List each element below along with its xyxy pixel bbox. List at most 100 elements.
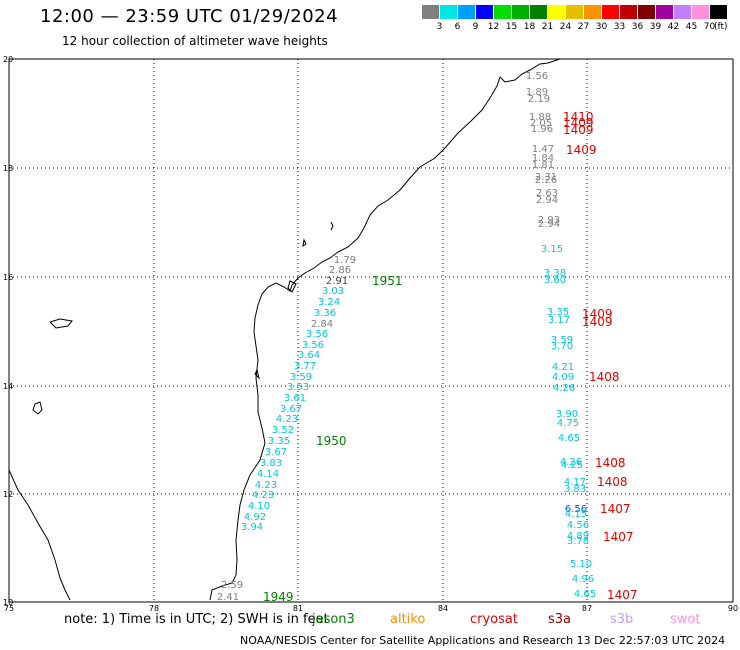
legend-swatch	[584, 5, 601, 19]
wave-height-value: 2.94	[538, 219, 560, 230]
wave-height-value: 3.90	[556, 409, 578, 420]
wave-height-value: 4.15	[565, 509, 587, 520]
legend-label: 12	[487, 22, 500, 32]
axis-tick-labels: 75 78 81 84 87 90 20 18 16 14 12 10	[3, 55, 738, 613]
chart-title: 12:00 — 23:59 UTC 01/29/2024	[40, 6, 339, 27]
wave-height-value: 1.81	[532, 160, 554, 171]
legend-swatch	[512, 5, 529, 19]
legend-swatch	[422, 5, 439, 19]
pass-time-label: 1950	[316, 434, 347, 448]
island	[287, 280, 297, 293]
legend-label: 15	[505, 22, 518, 32]
wave-height-value: 3.64	[298, 350, 320, 361]
wave-height-value: 3.56	[306, 329, 328, 340]
island	[302, 238, 307, 248]
wave-height-value: 3.83	[260, 458, 282, 469]
wave-height-value: 3.78	[567, 536, 589, 547]
wave-height-value: 4.26	[553, 383, 575, 394]
island	[49, 318, 73, 329]
wave-height-value: 4.25	[561, 460, 583, 471]
wave-height-value: 4.92	[244, 512, 266, 523]
pass-time-label: 1409	[563, 123, 594, 137]
wave-height-value: 3.59	[551, 335, 573, 346]
x-tick-label: 81	[293, 604, 303, 613]
wave-height-value: 2.86	[329, 265, 351, 276]
wave-height-value: 4.26	[560, 457, 582, 468]
legend-swatch	[638, 5, 655, 19]
credit-line: NOAA/NESDIS Center for Satellite Applica…	[240, 634, 726, 647]
altimeter-track-1407: 1.56 1.892.19 1.882.051.96 1.471.841.812.31…	[526, 71, 638, 602]
legend-label: 21	[541, 22, 554, 32]
satellite-legend-item: swot	[670, 612, 701, 627]
wave-height-value: 3.56	[302, 340, 324, 351]
wave-height-value: 2.31	[535, 172, 557, 183]
pass-time-label: 1407	[603, 530, 634, 544]
legend-label: 18	[523, 22, 536, 32]
legend-label: 24	[559, 22, 572, 32]
pass-time-label: 1407	[607, 588, 638, 602]
wave-height-value: 3.67	[265, 447, 287, 458]
wave-height-value: 4.56	[567, 520, 589, 531]
pass-time-label: 1409	[582, 315, 613, 329]
wave-height-value: 3.52	[272, 425, 294, 436]
legend-swatch	[440, 5, 457, 19]
x-tick-label: 78	[149, 604, 159, 613]
wave-height-value: 2.26	[535, 175, 557, 186]
map-grid	[9, 59, 733, 602]
legend-swatch	[548, 5, 565, 19]
wave-height-value: 2.84	[311, 319, 333, 330]
y-tick-label: 12	[3, 490, 13, 499]
wave-height-value: 3.35	[268, 436, 290, 447]
wave-height-value: 2.41	[217, 592, 239, 603]
wave-height-value: 1.56	[526, 71, 548, 82]
legend-label: 33	[613, 22, 626, 32]
island	[330, 221, 334, 231]
legend-swatch	[494, 5, 511, 19]
wave-height-value: 6.56	[565, 504, 587, 515]
wave-height-value: 1.89	[526, 87, 548, 98]
legend-swatch	[620, 5, 637, 19]
legend-swatch	[692, 5, 709, 19]
x-tick-label: 84	[438, 604, 448, 613]
y-tick-label: 16	[3, 273, 13, 282]
satellite-legend-item: s3b	[610, 612, 634, 627]
wave-height-value: 3.61	[284, 393, 306, 404]
x-tick-label: 90	[728, 604, 738, 613]
coastline	[209, 58, 561, 601]
wave-height-value: 3.35	[547, 307, 569, 318]
wave-height-value: 1.84	[532, 153, 554, 164]
legend-label: 39	[649, 22, 662, 32]
legend-label: 45	[685, 22, 698, 32]
legend-label: 27	[577, 22, 590, 32]
wave-height-value: 4.10	[248, 501, 270, 512]
pass-time-label: 1951	[372, 274, 403, 288]
wave-height-value: 1.88	[529, 112, 551, 123]
wave-height-value: 3.60	[544, 275, 566, 286]
wave-height-value: 4.75	[557, 418, 579, 429]
wave-height-value: 2.94	[536, 195, 558, 206]
wave-height-value: 3.03	[322, 286, 344, 297]
pass-time-label: 1407	[600, 502, 631, 516]
footnote: note: 1) Time is in UTC; 2) SWH is in fe…	[64, 612, 329, 627]
wave-height-value: 1.79	[334, 255, 356, 266]
legend-swatch	[458, 5, 475, 19]
wave-height-value: 4.17	[564, 477, 586, 488]
legend-label: 9	[472, 22, 479, 32]
wave-height-value: 2.93	[538, 215, 560, 226]
y-tick-label: 10	[3, 598, 13, 607]
satellite-legend-item: s3a	[548, 612, 572, 627]
wave-height-value: 3.59	[290, 372, 312, 383]
legend-unit: (ft)	[714, 22, 728, 32]
wave-height-value: 3.17	[548, 315, 570, 326]
satellite-legend-item: altiko	[390, 612, 426, 627]
altimeter-track-1949: 1.792.862.913.033.243.363.562.843.563.64…	[217, 255, 403, 604]
wave-height-value: 4.65	[574, 589, 596, 600]
y-tick-label: 14	[3, 382, 13, 391]
chart-subtitle: 12 hour collection of altimeter wave hei…	[62, 34, 328, 48]
wave-height-value: 1.47	[532, 144, 554, 155]
wave-height-value: 4.09	[552, 372, 574, 383]
pass-time-label: 1408	[597, 475, 628, 489]
wave-height-value: 3.83	[564, 484, 586, 495]
legend-label: 70	[703, 22, 716, 32]
